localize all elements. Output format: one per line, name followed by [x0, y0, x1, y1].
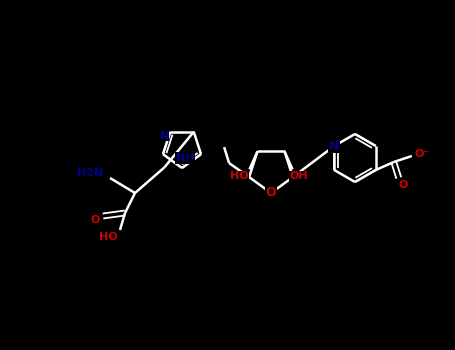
Text: O⁻: O⁻ [414, 149, 430, 159]
Text: OH: OH [289, 172, 308, 181]
Text: N: N [329, 140, 339, 153]
Text: O: O [266, 187, 276, 199]
Text: H2N: H2N [77, 168, 103, 178]
Text: HO: HO [99, 232, 117, 242]
Text: NH: NH [176, 153, 194, 163]
Text: N: N [160, 131, 169, 141]
Text: O: O [398, 180, 408, 190]
Text: O: O [90, 215, 100, 225]
Text: HO: HO [230, 172, 249, 181]
